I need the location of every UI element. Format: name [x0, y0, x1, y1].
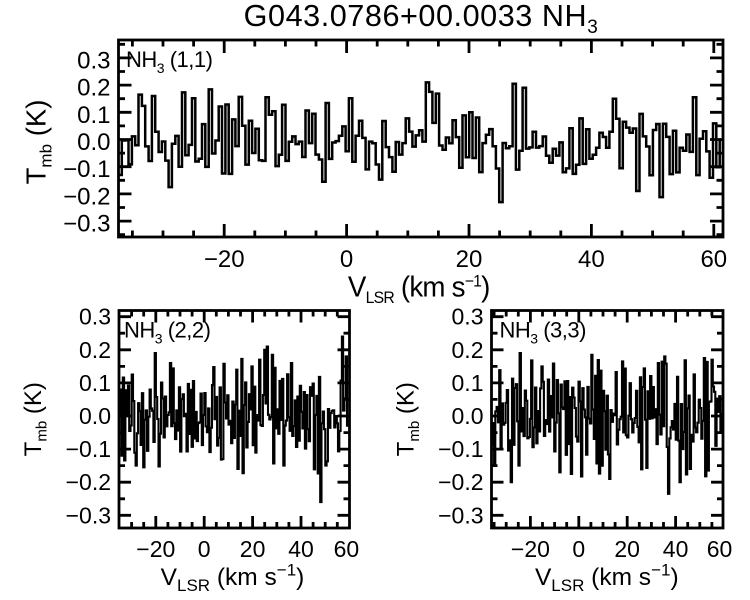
svg-text:−20: −20 — [136, 536, 175, 562]
svg-text:0.3: 0.3 — [77, 47, 110, 74]
svg-text:0.0: 0.0 — [79, 403, 111, 429]
svg-text:0.0: 0.0 — [77, 129, 110, 156]
svg-text:−20: −20 — [511, 536, 550, 562]
svg-text:20: 20 — [456, 246, 483, 273]
svg-text:40: 40 — [288, 536, 314, 562]
svg-text:NH3 (3,3): NH3 (3,3) — [500, 318, 586, 347]
svg-text:NH3 (1,1): NH3 (1,1) — [126, 47, 212, 76]
svg-text:0.2: 0.2 — [77, 75, 110, 102]
svg-text:G043.0786+00.0033 NH3: G043.0786+00.0033 NH3 — [244, 0, 599, 38]
svg-text:−0.2: −0.2 — [66, 469, 111, 495]
svg-text:−20: −20 — [204, 246, 245, 273]
svg-text:−0.1: −0.1 — [438, 436, 483, 462]
svg-text:60: 60 — [334, 536, 360, 562]
svg-text:Tmb (K): Tmb (K) — [21, 100, 56, 185]
svg-text:0: 0 — [198, 536, 211, 562]
svg-text:−0.1: −0.1 — [63, 156, 110, 183]
svg-text:40: 40 — [663, 536, 689, 562]
svg-text:−0.1: −0.1 — [66, 436, 111, 462]
svg-text:Tmb (K): Tmb (K) — [20, 382, 51, 456]
svg-text:−0.2: −0.2 — [438, 469, 483, 495]
svg-text:−0.3: −0.3 — [63, 211, 110, 238]
svg-text:0: 0 — [340, 246, 353, 273]
svg-text:−0.3: −0.3 — [66, 502, 111, 528]
svg-text:40: 40 — [578, 246, 605, 273]
svg-text:0.1: 0.1 — [77, 102, 110, 129]
svg-text:60: 60 — [707, 536, 733, 562]
svg-text:0.0: 0.0 — [452, 403, 484, 429]
svg-text:20: 20 — [614, 536, 640, 562]
svg-text:0.2: 0.2 — [452, 337, 484, 363]
svg-text:0: 0 — [572, 536, 585, 562]
svg-text:0.2: 0.2 — [79, 337, 111, 363]
svg-text:0.3: 0.3 — [452, 304, 484, 330]
svg-text:NH3 (2,2): NH3 (2,2) — [124, 318, 210, 347]
svg-text:60: 60 — [700, 246, 727, 273]
svg-text:Tmb (K): Tmb (K) — [393, 382, 424, 456]
svg-text:−0.2: −0.2 — [63, 183, 110, 210]
svg-text:0.1: 0.1 — [452, 370, 484, 396]
svg-text:0.3: 0.3 — [79, 304, 111, 330]
svg-text:−0.3: −0.3 — [438, 502, 483, 528]
svg-text:0.1: 0.1 — [79, 370, 111, 396]
svg-text:20: 20 — [240, 536, 266, 562]
